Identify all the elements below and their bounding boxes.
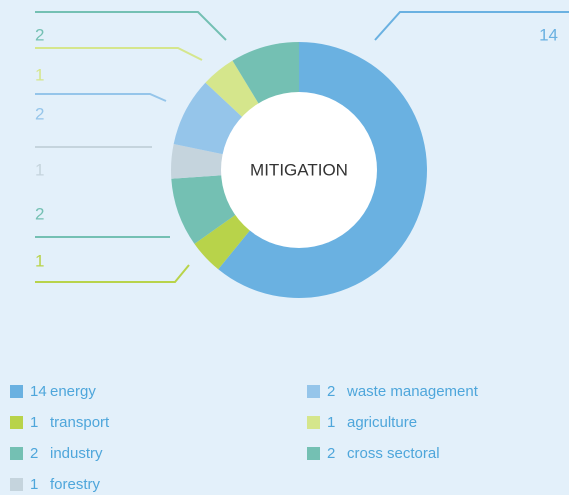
legend-value: 14: [30, 383, 47, 400]
legend-swatch: [307, 416, 320, 429]
legend-label: cross sectoral: [347, 445, 440, 462]
legend-label: energy: [50, 383, 96, 400]
legend-value: 2: [30, 445, 38, 462]
segment-label: 2: [35, 104, 44, 123]
legend-swatch: [307, 385, 320, 398]
legend-value: 2: [327, 383, 335, 400]
legend-swatch: [307, 447, 320, 460]
leader-line: [35, 47, 203, 61]
segment-label: 2: [35, 25, 44, 44]
legend-value: 1: [327, 414, 335, 431]
leader-line: [35, 264, 190, 283]
leader-line: [35, 11, 227, 41]
segment-label: 1: [35, 160, 44, 179]
segment-label: 1: [35, 65, 44, 84]
legend-swatch: [10, 478, 23, 491]
legend-value: 2: [327, 445, 335, 462]
legend-label: transport: [50, 414, 110, 431]
legend-swatch: [10, 416, 23, 429]
legend-swatch: [10, 385, 23, 398]
segment-label: 1: [35, 251, 44, 270]
legend-label: waste management: [346, 383, 479, 400]
legend-value: 1: [30, 476, 38, 493]
legend-label: forestry: [50, 476, 101, 493]
leader-line: [374, 11, 569, 41]
segment-label: 2: [35, 204, 44, 223]
chart-title: MITIGATION: [250, 160, 348, 179]
legend-value: 1: [30, 414, 38, 431]
leader-line: [35, 93, 167, 102]
segment-label: 14: [539, 25, 558, 44]
donut-hole: [221, 92, 377, 248]
legend-swatch: [10, 447, 23, 460]
legend-label: industry: [50, 445, 103, 462]
legend-label: agriculture: [347, 414, 417, 431]
